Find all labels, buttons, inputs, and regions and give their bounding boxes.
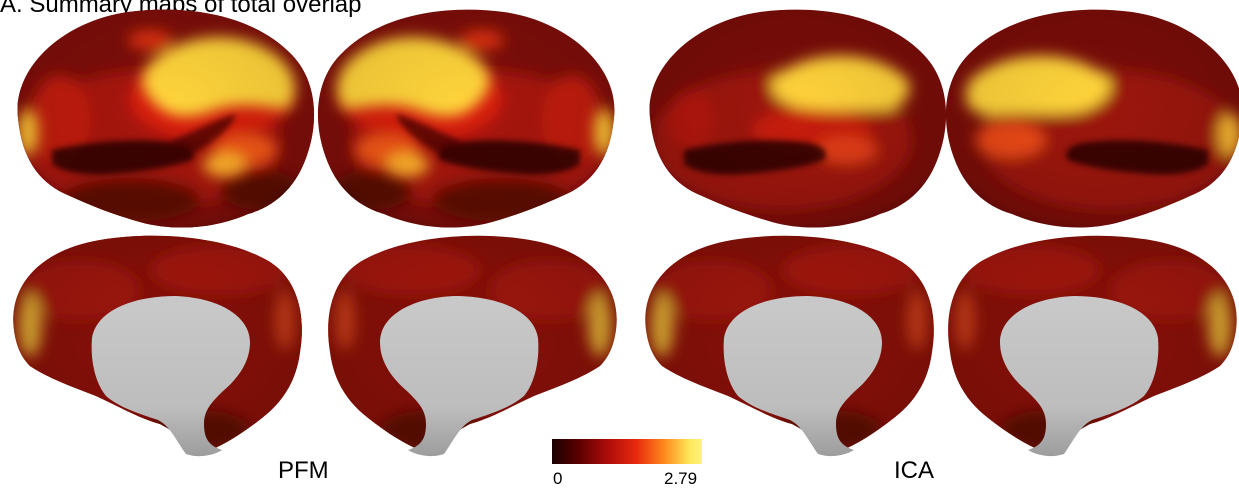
ica-right-lateral [945, 9, 1239, 228]
ica-left-lateral [649, 9, 947, 228]
pfm-right-medial [310, 230, 630, 470]
colorbar [552, 439, 702, 464]
panel-title: A. Summary maps of total overlap [0, 0, 362, 18]
ica-right-medial [930, 230, 1239, 470]
pfm-label: PFM [278, 457, 329, 484]
colorbar-max-label: 2.79 [664, 469, 698, 488]
ica-left-medial [632, 230, 952, 470]
pfm-left-medial [0, 230, 320, 470]
colorbar-min-label: 0 [553, 469, 563, 488]
pfm-left-lateral [0, 0, 330, 240]
pfm-right-lateral [302, 0, 632, 240]
ica-label: ICA [894, 457, 935, 484]
